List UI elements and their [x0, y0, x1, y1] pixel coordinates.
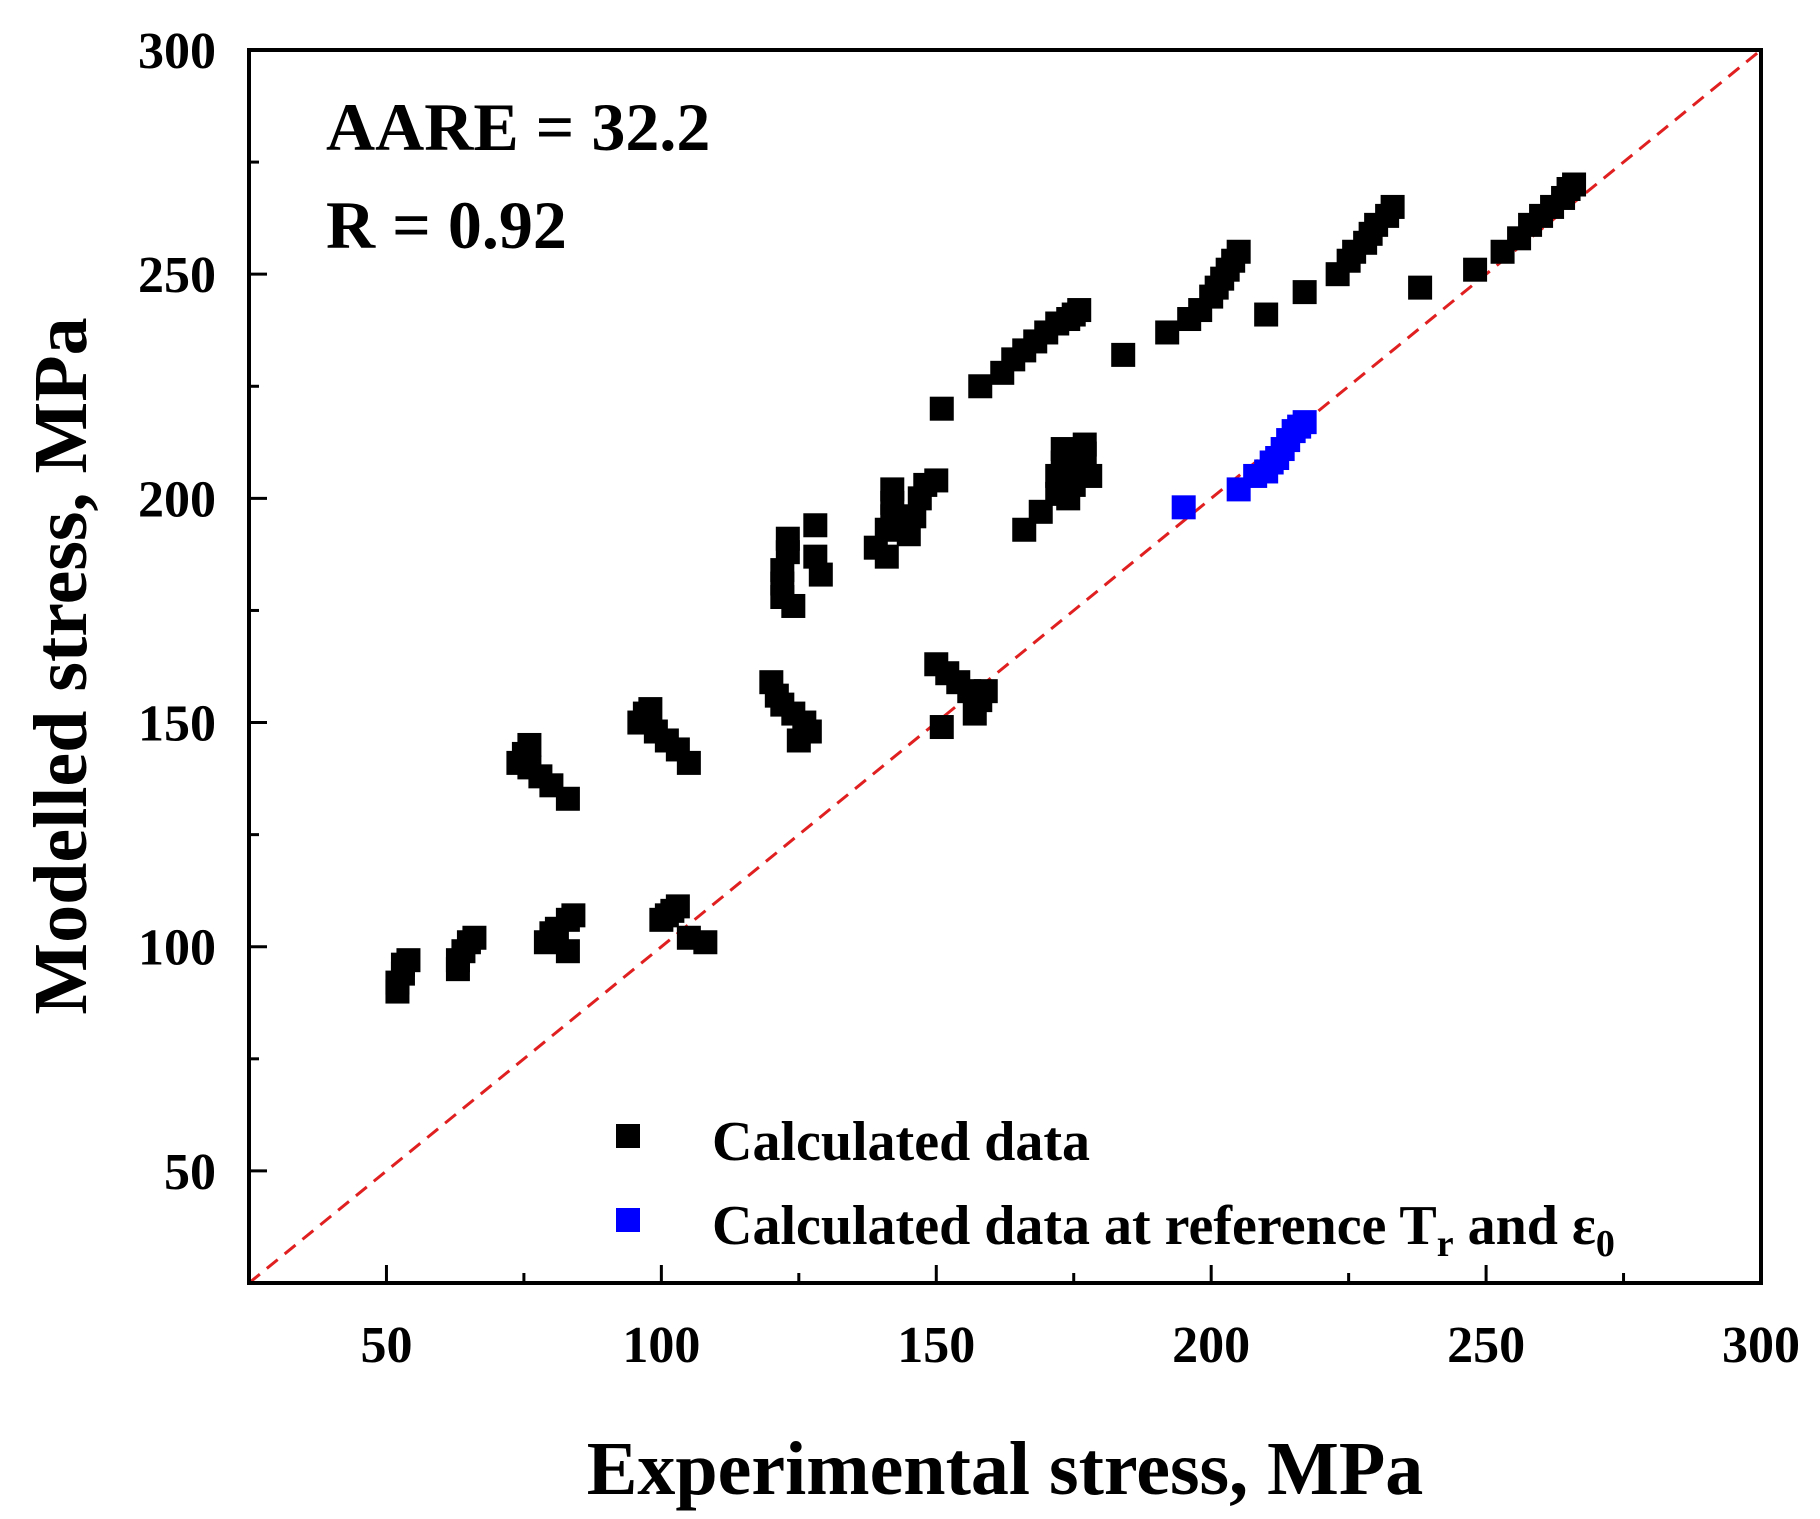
- data-points: [385, 172, 1587, 1004]
- calculated-point: [396, 948, 421, 973]
- x-tick-label: 100: [622, 1317, 700, 1374]
- calculated-point: [638, 697, 663, 722]
- legend-label-reference: Calculated data at reference Tr and ε0: [712, 1195, 1615, 1265]
- calculated-point: [924, 468, 949, 493]
- calculated-point: [968, 374, 993, 399]
- calculated-point: [803, 513, 828, 538]
- calculated-point: [1072, 432, 1097, 457]
- legend-marker-calculated: [616, 1124, 640, 1148]
- calculated-point: [1067, 298, 1092, 323]
- calculated-point: [929, 396, 954, 421]
- legend: Calculated data Calculated data at refer…: [616, 1111, 1615, 1265]
- axis-ticks: [247, 48, 1763, 1285]
- y-tick-label: 100: [138, 920, 216, 977]
- calculated-point: [676, 750, 701, 775]
- calculated-point: [555, 939, 580, 964]
- x-tick-label: 50: [360, 1317, 412, 1374]
- y-tick-label: 250: [138, 247, 216, 304]
- calculated-point: [880, 477, 905, 502]
- y-tick-label: 300: [138, 23, 216, 80]
- aare-annotation: AARE = 32.2: [326, 89, 710, 165]
- x-tick-label: 250: [1447, 1317, 1525, 1374]
- y-axis-title: Modelled stress, MPa: [19, 317, 103, 1014]
- legend-label-and: and: [1454, 1195, 1572, 1257]
- calculated-point: [517, 732, 542, 757]
- calculated-point: [1408, 275, 1433, 300]
- calculated-point: [1380, 194, 1405, 219]
- calculated-point: [929, 715, 954, 740]
- y-tick-labels: 50 100 150 200 250 300: [138, 23, 216, 1201]
- calculated-point: [1463, 257, 1488, 282]
- legend-subscript-r: r: [1437, 1223, 1454, 1265]
- calculated-point: [786, 728, 811, 753]
- calculated-point: [1292, 280, 1317, 305]
- calculated-point: [781, 593, 806, 618]
- calculated-point: [1111, 342, 1136, 367]
- reference-point: [1292, 410, 1317, 435]
- x-tick-labels: 50 100 150 200 250 300: [360, 1317, 1800, 1374]
- x-axis-title: Experimental stress, MPa: [587, 1427, 1424, 1511]
- legend-label-calculated: Calculated data: [712, 1111, 1090, 1173]
- y-tick-label: 200: [138, 471, 216, 528]
- calculated-point: [561, 903, 586, 928]
- calculated-point: [973, 679, 998, 704]
- calculated-point: [808, 562, 833, 587]
- legend-epsilon: ε: [1572, 1195, 1596, 1257]
- calculated-point: [555, 786, 580, 811]
- y-tick-label: 150: [138, 696, 216, 753]
- y-tick-label: 50: [164, 1144, 216, 1201]
- calculated-point: [874, 544, 899, 569]
- legend-marker-reference: [616, 1208, 640, 1232]
- calculated-point: [462, 925, 487, 950]
- legend-subscript-0: 0: [1596, 1223, 1615, 1265]
- reference-line: [248, 48, 1762, 1285]
- calculated-point: [1562, 172, 1587, 197]
- x-tick-label: 200: [1172, 1317, 1250, 1374]
- reference-point: [1171, 495, 1196, 520]
- calculated-point: [665, 894, 690, 919]
- calculated-point: [775, 526, 800, 551]
- calculated-point: [1078, 463, 1103, 488]
- calculated-point: [1254, 302, 1279, 327]
- calculated-point: [1226, 239, 1251, 264]
- calculated-point: [1155, 320, 1180, 345]
- plot-frame: [247, 48, 1763, 1285]
- calculated-point: [962, 701, 987, 726]
- x-tick-label: 300: [1722, 1317, 1800, 1374]
- calculated-point: [693, 930, 718, 955]
- x-tick-label: 150: [897, 1317, 975, 1374]
- r-annotation: R = 0.92: [326, 187, 567, 263]
- legend-label-reference-main: Calculated data at reference T: [712, 1195, 1437, 1257]
